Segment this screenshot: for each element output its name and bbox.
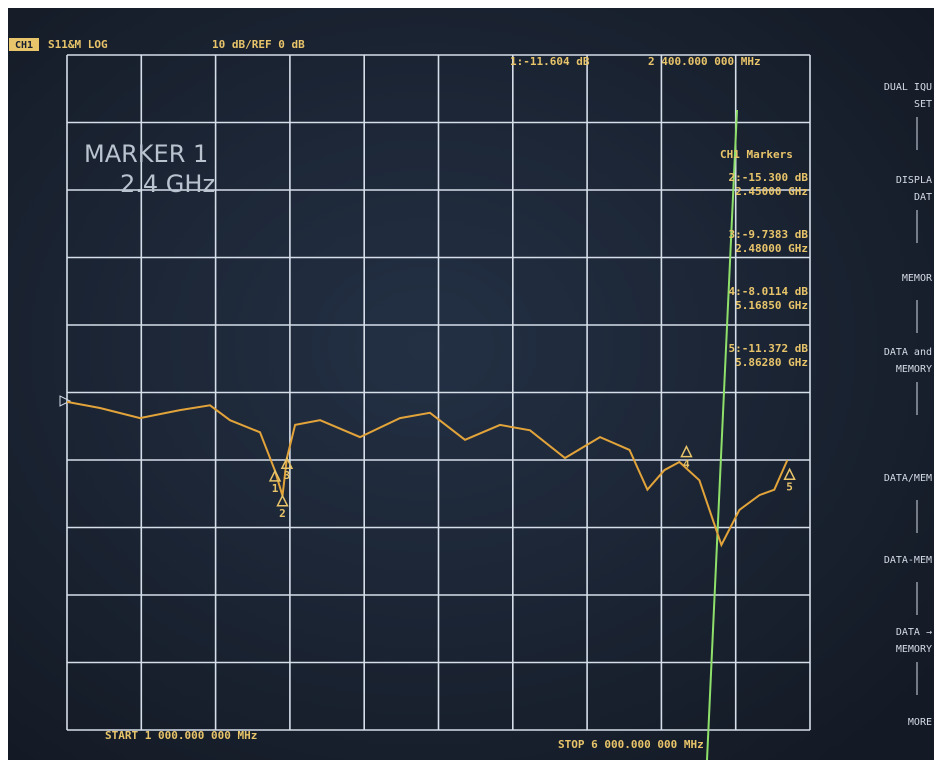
marker-readout: 2:-15.300 dB — [729, 171, 809, 184]
marker-label: 4 — [683, 458, 690, 471]
softkey-label: DISPLA — [896, 175, 932, 186]
marker-readout: 4:-8.0114 dB — [729, 285, 809, 298]
scale: 10 dB/REF 0 dB — [212, 38, 305, 51]
screen: CH1 S11&M LOG 10 dB/REF 0 dB 1:-11.604 d… — [0, 0, 934, 760]
softkey-label: MEMOR — [902, 273, 933, 284]
marker-frequency: 5.16850 GHz — [735, 299, 808, 312]
marker-label: 1 — [272, 482, 279, 495]
softkey-label: MEMORY — [896, 364, 932, 375]
measurement: S11&M LOG — [48, 38, 108, 51]
softkey-label: DATA-MEM — [884, 555, 932, 566]
softkey-label: DATA/MEM — [884, 473, 932, 484]
annotation: 2.4 GHz — [120, 170, 215, 198]
markers-title: CH1 Markers — [720, 148, 793, 161]
softkey-label: DATA → — [896, 627, 932, 638]
softkey-label: MORE — [908, 717, 932, 728]
annotation: MARKER 1 — [84, 140, 208, 168]
marker-frequency: 5.86280 GHz — [735, 356, 808, 369]
marker-readout: 1:-11.604 dB — [510, 55, 590, 68]
marker-label: 2 — [279, 507, 286, 520]
display — [8, 8, 934, 760]
softkey-label: DAT — [914, 192, 932, 203]
start: START 1 000.000 000 MHz — [105, 729, 257, 742]
marker-readout: 3:-9.7383 dB — [729, 228, 809, 241]
marker-label: 3 — [284, 469, 291, 482]
softkey-label: SET — [914, 99, 932, 110]
softkey-label: MEMORY — [896, 644, 932, 655]
marker-frequency: 2.45000 GHz — [735, 185, 808, 198]
stop: STOP 6 000.000 000 MHz — [558, 738, 704, 751]
marker-readout: 5:-11.372 dB — [729, 342, 809, 355]
channel: CH1 — [15, 40, 33, 51]
marker-frequency: 2.48000 GHz — [735, 242, 808, 255]
softkey-label: DATA and — [884, 347, 932, 358]
marker-frequency: 2 400.000 000 MHz — [648, 55, 761, 68]
softkey-label: DUAL IQU — [884, 82, 932, 93]
marker-label: 5 — [786, 480, 793, 493]
